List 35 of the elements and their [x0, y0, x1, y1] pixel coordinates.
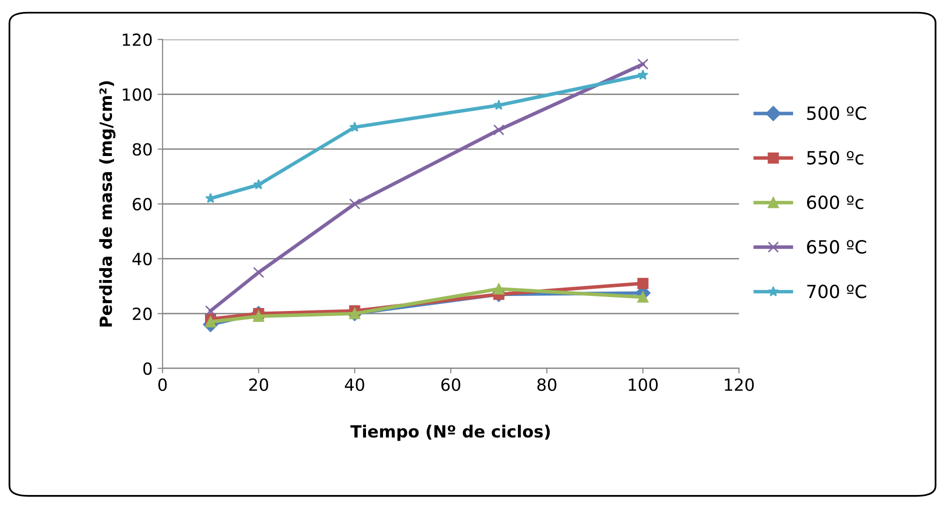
legend-label: 600 ºc — [807, 196, 864, 210]
x-tick-label: 40 — [344, 378, 364, 391]
y-tick-label: 20 — [132, 308, 152, 320]
x-tick-label: 60 — [441, 378, 460, 391]
legend-label: 700 ºC — [807, 284, 866, 298]
x-tick-label: 120 — [724, 378, 754, 391]
legend-label: 650 ºC — [807, 240, 866, 254]
y-tick-label: 0 — [143, 362, 152, 375]
point — [253, 310, 264, 322]
y-tick-label: 60 — [132, 198, 152, 210]
point — [637, 278, 648, 289]
point — [637, 292, 648, 303]
legend-label: 550 ºc — [807, 150, 864, 165]
point — [349, 198, 360, 210]
point — [638, 70, 648, 80]
x-tick-label: 80 — [537, 378, 556, 391]
x-tick-label: 0 — [158, 378, 167, 391]
point — [205, 316, 216, 328]
point — [637, 58, 648, 70]
point — [205, 305, 216, 316]
point — [253, 179, 264, 190]
point — [493, 283, 504, 294]
x-tick-label: 100 — [628, 378, 658, 391]
y-axis-title: Perdida de masa (mg/cm²) — [99, 81, 116, 326]
point — [205, 192, 216, 204]
x-tick-label: 20 — [249, 378, 268, 391]
y-tick-label: 100 — [122, 88, 152, 101]
y-tick-label: 80 — [132, 143, 152, 156]
point — [253, 266, 264, 278]
y-tick-label: 40 — [132, 252, 152, 266]
point — [349, 308, 360, 320]
y-tick-label: 120 — [122, 33, 152, 46]
x-axis-title: Tiempo (Nº de ciclos) — [350, 424, 550, 441]
legend-label: 500 ºC — [807, 106, 866, 120]
point — [493, 124, 504, 136]
